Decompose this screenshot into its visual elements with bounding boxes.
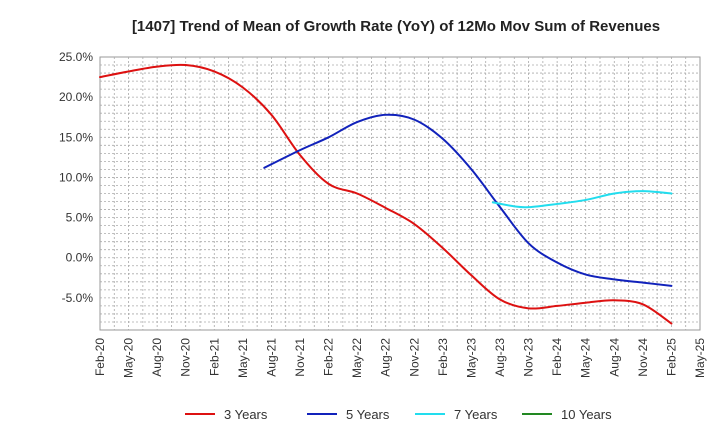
y-tick-label: 20.0% (59, 90, 93, 104)
y-tick-label: 0.0% (66, 251, 94, 265)
x-tick-label: Feb-25 (664, 338, 678, 376)
y-tick-label: 5.0% (66, 211, 94, 225)
series-line-2 (263, 113, 673, 287)
chart-title: [1407] Trend of Mean of Growth Rate (YoY… (132, 18, 660, 35)
x-tick-label: Nov-23 (522, 338, 536, 377)
x-tick-label: Aug-22 (379, 338, 393, 377)
x-tick-label: Nov-22 (407, 338, 421, 377)
legend-label: 5 Years (346, 407, 390, 422)
y-tick-label: 15.0% (59, 130, 93, 144)
grid-lines (100, 57, 700, 330)
x-tick-label: Feb-20 (93, 338, 107, 376)
x-tick-label: May-21 (236, 338, 250, 378)
y-tick-label: 25.0% (59, 50, 93, 64)
legend-label: 3 Years (224, 407, 268, 422)
x-tick-label: Aug-21 (264, 338, 278, 377)
x-tick-label: Nov-20 (179, 338, 193, 377)
y-axis-tick-labels: 25.0% 20.0% 15.0% 10.0% 5.0% 0.0% -5.0% (59, 50, 93, 305)
x-tick-label: Feb-23 (436, 338, 450, 376)
x-tick-label: May-20 (122, 338, 136, 378)
legend: 3 Years 5 Years 7 Years 10 Years (185, 407, 612, 422)
x-axis-tick-labels: Feb-20 May-20 Aug-20 Nov-20 Feb-21 May-21 Aug-… (93, 338, 707, 378)
x-tick-label: Feb-24 (550, 338, 564, 376)
x-tick-label: Aug-23 (493, 338, 507, 377)
x-tick-label: May-23 (464, 338, 478, 378)
series-lines (99, 63, 673, 325)
y-tick-label: -5.0% (62, 291, 94, 305)
x-tick-label: Nov-21 (293, 338, 307, 377)
legend-label: 7 Years (454, 407, 498, 422)
x-tick-label: Aug-20 (150, 338, 164, 377)
x-tick-label: May-25 (693, 338, 707, 378)
x-tick-label: May-24 (579, 338, 593, 378)
y-tick-label: 10.0% (59, 170, 93, 184)
x-tick-label: Nov-24 (636, 338, 650, 377)
series-line-3 (491, 190, 673, 209)
legend-label: 10 Years (561, 407, 612, 422)
x-tick-label: May-22 (350, 338, 364, 378)
x-tick-label: Feb-22 (322, 338, 336, 376)
x-tick-label: Aug-24 (607, 338, 621, 377)
series-line-1 (99, 63, 673, 325)
x-tick-label: Feb-21 (207, 338, 221, 376)
